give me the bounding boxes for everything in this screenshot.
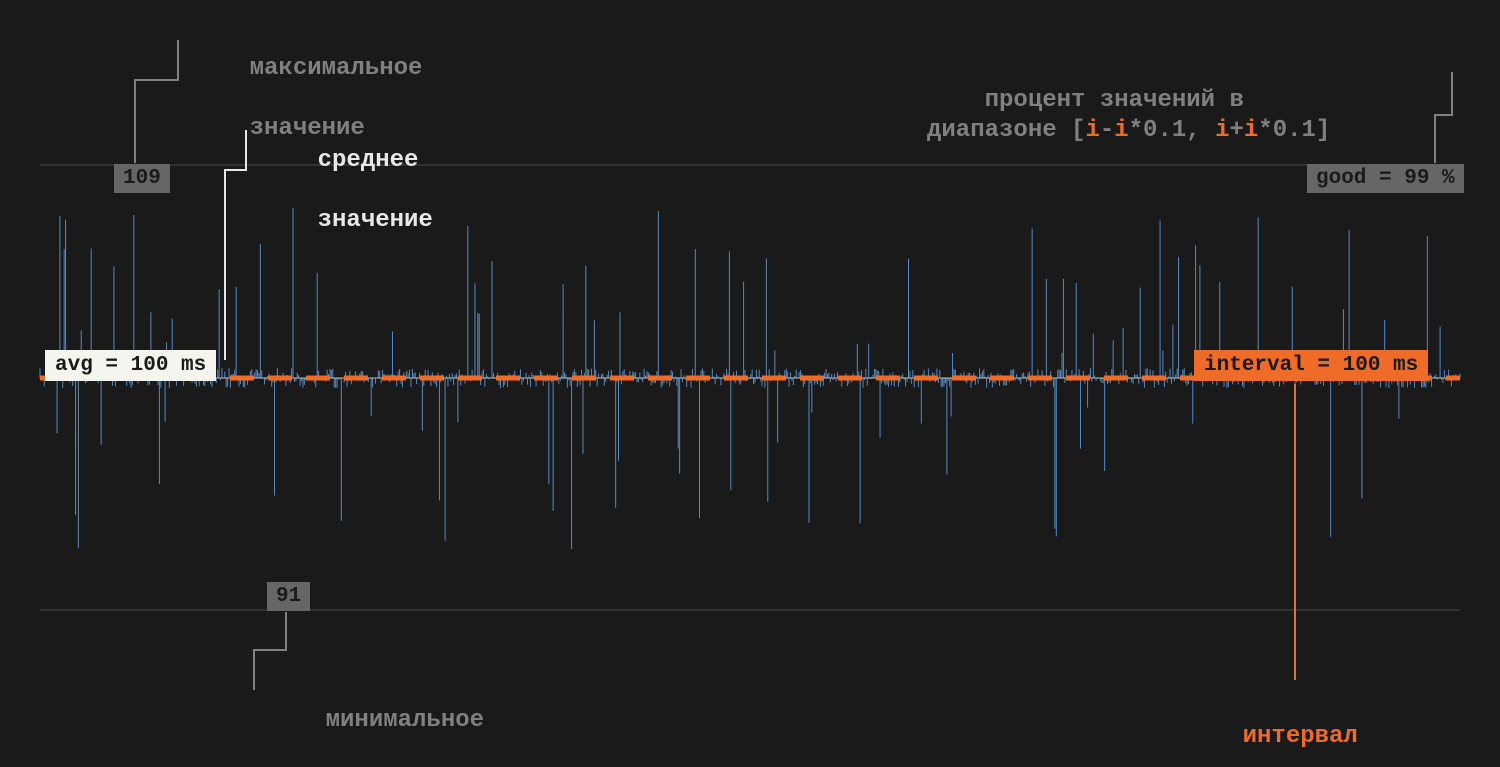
pct-label-line2a: диапазоне [ (927, 117, 1085, 144)
pct-mid3: + (1229, 117, 1243, 144)
interval-annotation: интервал таймера (1185, 692, 1358, 767)
percent-annotation: процент значений вдиапазоне [i-i*0.1, i+… (927, 56, 1330, 176)
pct-mid1: - (1100, 117, 1114, 144)
interval-badge: interval = 100 ms (1194, 350, 1428, 381)
pct-i2: i (1114, 117, 1128, 144)
chart-container: максимальное значение среднее значение м… (0, 0, 1500, 767)
avg-badge: avg = 100 ms (45, 350, 216, 381)
pct-end: *0.1] (1258, 117, 1330, 144)
pct-i4: i (1244, 117, 1258, 144)
max-label-line1: максимальное (250, 55, 423, 82)
min-badge: 91 (267, 582, 310, 611)
min-value-annotation: минимальное значение (268, 676, 484, 767)
avg-label-line1: среднее (318, 147, 419, 174)
pct-label-line1: процент значений в (985, 87, 1244, 114)
interval-label-line1: интервал (1243, 723, 1358, 750)
avg-value-annotation: среднее значение (260, 116, 433, 266)
min-label-line1: минимальное (326, 707, 484, 734)
pct-mid2: *0.1, (1129, 117, 1215, 144)
max-badge: 109 (114, 164, 170, 193)
good-badge: good = 99 % (1307, 164, 1464, 193)
pct-i3: i (1215, 117, 1229, 144)
avg-label-line2: значение (318, 207, 433, 234)
pct-i1: i (1085, 117, 1099, 144)
